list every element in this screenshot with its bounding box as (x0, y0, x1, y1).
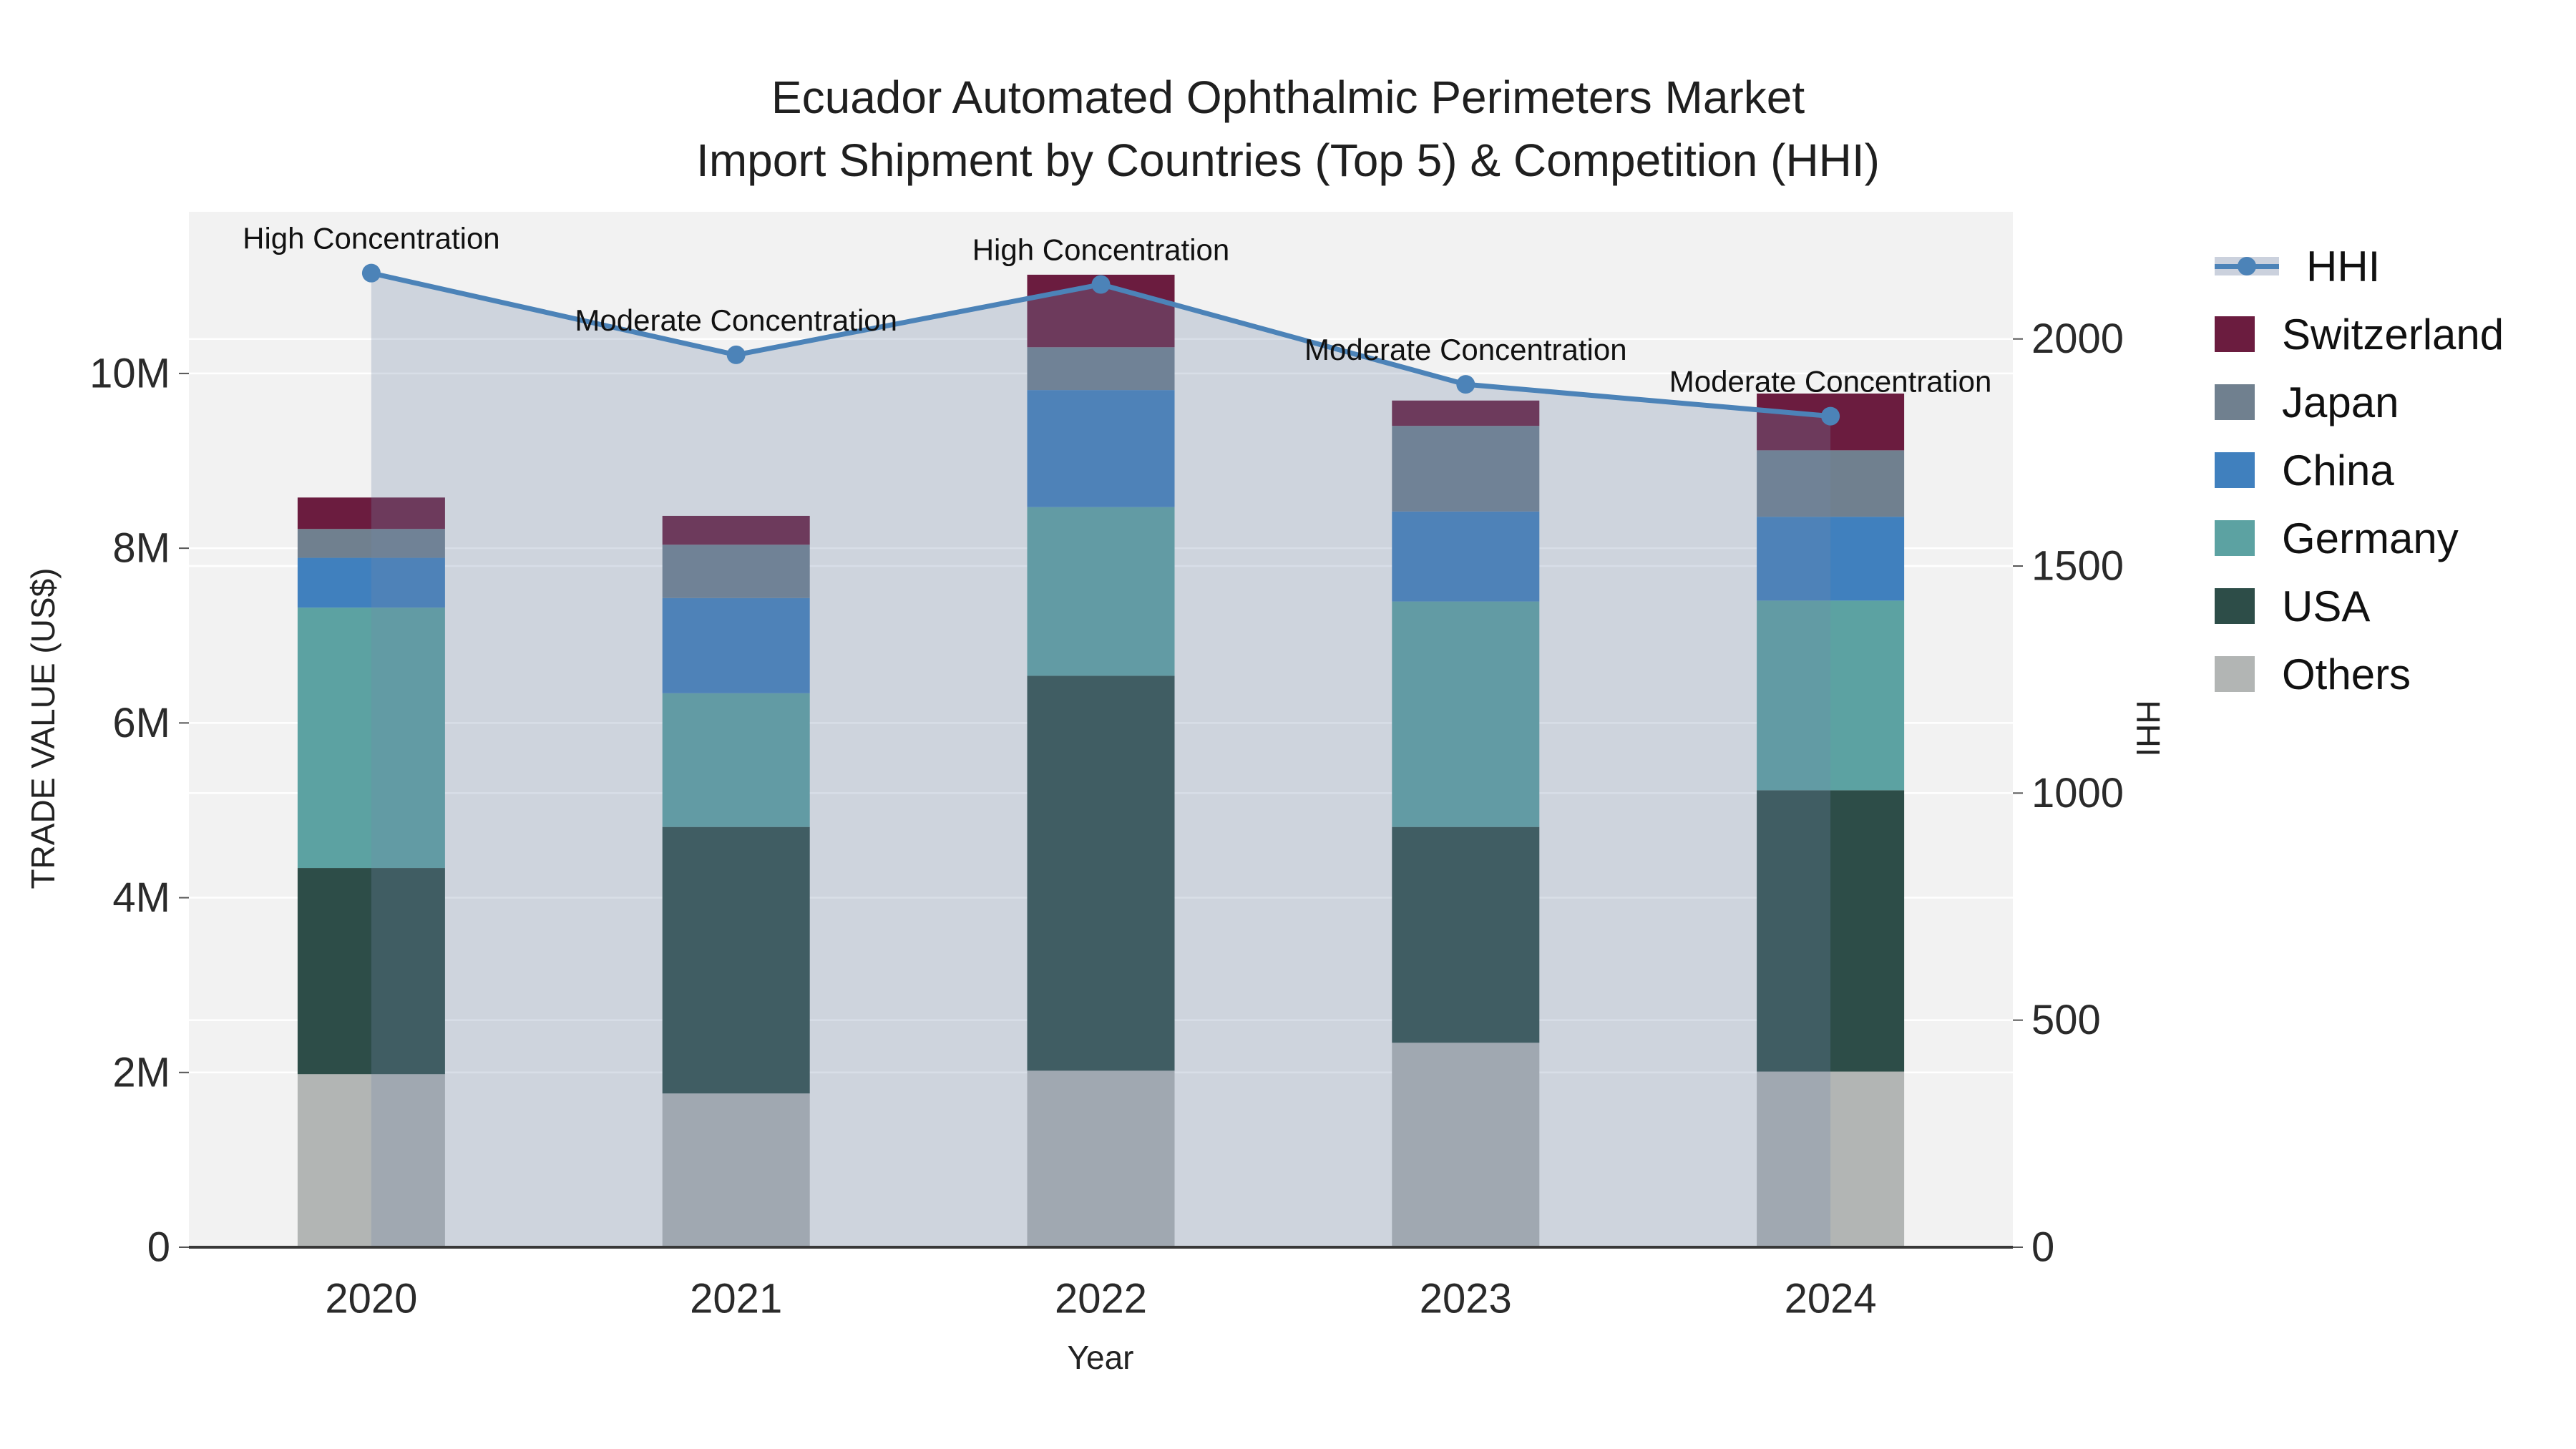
y-left-tick-label: 4M (112, 874, 170, 921)
bar-segment-usa-2020[interactable] (297, 868, 445, 1075)
bar-segment-china-2022[interactable] (1027, 390, 1175, 507)
bar-segment-japan-2024[interactable] (1757, 450, 1905, 517)
bar-segment-switzerland-2021[interactable] (662, 515, 810, 545)
legend-item-switzerland[interactable]: Switzerland (2215, 311, 2504, 358)
bar-segment-china-2021[interactable] (662, 597, 810, 693)
bar-segment-usa-2022[interactable] (1027, 675, 1175, 1071)
bar-segment-germany-2021[interactable] (662, 693, 810, 827)
legend-item-others[interactable]: Others (2215, 650, 2504, 698)
bar-segment-japan-2020[interactable] (297, 529, 445, 558)
legend-item-germany[interactable]: Germany (2215, 514, 2504, 562)
x-tick-label-2022: 2022 (1055, 1276, 1147, 1322)
bar-segment-usa-2024[interactable] (1757, 790, 1905, 1072)
bar-segment-germany-2023[interactable] (1392, 601, 1540, 827)
bar-segment-germany-2024[interactable] (1757, 600, 1905, 791)
chart-title: Ecuador Automated Ophthalmic Perimeters … (0, 66, 2576, 192)
bar-segment-others-2022[interactable] (1027, 1070, 1175, 1247)
bar-segment-switzerland-2023[interactable] (1392, 400, 1540, 426)
hhi-marker-2020[interactable] (361, 263, 381, 283)
hhi-marker-2023[interactable] (1456, 375, 1475, 394)
bar-segment-china-2024[interactable] (1757, 517, 1905, 601)
y-right-tick-label: 0 (2031, 1224, 2054, 1271)
legend-item-china[interactable]: China (2215, 447, 2504, 494)
annotation-2020: High Concentration (243, 222, 500, 255)
legend-swatch-china (2215, 452, 2255, 488)
hhi-marker-2021[interactable] (726, 345, 746, 364)
y-right-tick-label: 1000 (2031, 770, 2124, 816)
y-right-tick-label: 1500 (2031, 543, 2124, 590)
legend-label-others: Others (2282, 650, 2411, 698)
hhi-area-fill (371, 273, 1831, 1248)
x-tick-label-2024: 2024 (1785, 1276, 1877, 1322)
legend-label-switzerland: Switzerland (2282, 310, 2504, 358)
legend-label-japan: Japan (2282, 378, 2399, 426)
legend-label-hhi: HHI (2306, 242, 2381, 291)
x-axis-title: Year (1067, 1339, 1134, 1376)
y-right-tick-label: 2000 (2031, 316, 2124, 362)
y-left-tick-label: 2M (112, 1049, 170, 1096)
bar-segment-germany-2022[interactable] (1027, 507, 1175, 676)
legend-item-hhi[interactable]: HHI (2215, 243, 2504, 291)
bar-segment-switzerland-2020[interactable] (297, 497, 445, 530)
bar-segment-usa-2023[interactable] (1392, 826, 1540, 1043)
bar-segment-others-2020[interactable] (297, 1074, 445, 1247)
legend: HHI Switzerland Japan China Germany USA Others (2215, 243, 2504, 722)
hhi-marker-2024[interactable] (1821, 406, 1840, 426)
legend-item-japan[interactable]: Japan (2215, 379, 2504, 426)
legend-label-china: China (2282, 446, 2394, 494)
bar-segment-others-2024[interactable] (1757, 1071, 1905, 1247)
y-left-tick-label: 10M (89, 350, 170, 396)
legend-swatch-switzerland (2215, 316, 2255, 352)
annotation-2023: Moderate Concentration (1304, 333, 1627, 366)
legend-swatch-usa (2215, 588, 2255, 624)
bar-segment-others-2021[interactable] (662, 1093, 810, 1247)
chart-title-line2: Import Shipment by Countries (Top 5) & C… (696, 135, 1880, 186)
bar-segment-japan-2021[interactable] (662, 545, 810, 598)
y-right-axis-title: HHI (2129, 700, 2167, 757)
hhi-line-icon (2215, 246, 2279, 286)
bar-segment-china-2023[interactable] (1392, 511, 1540, 602)
y-left-tick-label: 8M (112, 525, 170, 572)
x-tick-label-2021: 2021 (690, 1276, 782, 1322)
legend-swatch-germany (2215, 520, 2255, 556)
chart-title-line1: Ecuador Automated Ophthalmic Perimeters … (771, 72, 1805, 123)
legend-swatch-japan (2215, 384, 2255, 420)
y-right-tick-label: 500 (2031, 997, 2101, 1043)
bar-segment-others-2023[interactable] (1392, 1043, 1540, 1247)
annotation-2021: Moderate Concentration (575, 303, 897, 337)
bar-segment-china-2020[interactable] (297, 557, 445, 608)
legend-item-usa[interactable]: USA (2215, 582, 2504, 630)
x-tick-label-2023: 2023 (1420, 1276, 1512, 1322)
y-left-tick-label: 6M (112, 700, 170, 746)
legend-swatch-others (2215, 656, 2255, 692)
legend-label-usa: USA (2282, 582, 2371, 630)
bar-segment-japan-2023[interactable] (1392, 426, 1540, 512)
legend-label-germany: Germany (2282, 514, 2459, 562)
x-tick-label-2020: 2020 (325, 1276, 417, 1322)
bar-segment-usa-2021[interactable] (662, 826, 810, 1094)
bar-segment-japan-2022[interactable] (1027, 347, 1175, 391)
annotation-2024: Moderate Concentration (1669, 365, 1992, 399)
annotation-2022: High Concentration (972, 233, 1230, 267)
y-left-axis-title: TRADE VALUE (US$) (24, 567, 62, 889)
bar-segment-germany-2020[interactable] (297, 608, 445, 869)
hhi-marker-2022[interactable] (1091, 275, 1111, 294)
y-left-tick-label: 0 (147, 1224, 170, 1271)
